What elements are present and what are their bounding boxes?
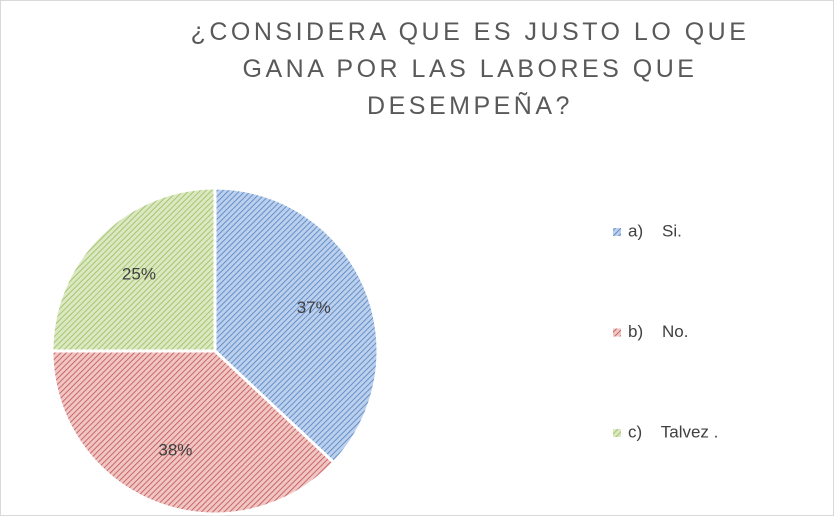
pie-slice: [50, 349, 336, 516]
data-label: 38%: [158, 441, 192, 460]
legend-label: b) No.: [628, 322, 688, 341]
pie-slice: [50, 186, 217, 353]
pie-slice: [213, 186, 380, 465]
data-label: 25%: [122, 264, 156, 283]
chart-title: ¿CONSIDERA QUE ES JUSTO LO QUE GANA POR …: [190, 18, 750, 120]
legend-label: a) Si.: [628, 221, 682, 240]
legend-marker: [613, 328, 621, 337]
legend-marker: [613, 429, 621, 437]
legend-marker: [613, 228, 621, 236]
data-label: 37%: [297, 298, 331, 317]
legend-label: c) Talvez .: [628, 422, 718, 441]
